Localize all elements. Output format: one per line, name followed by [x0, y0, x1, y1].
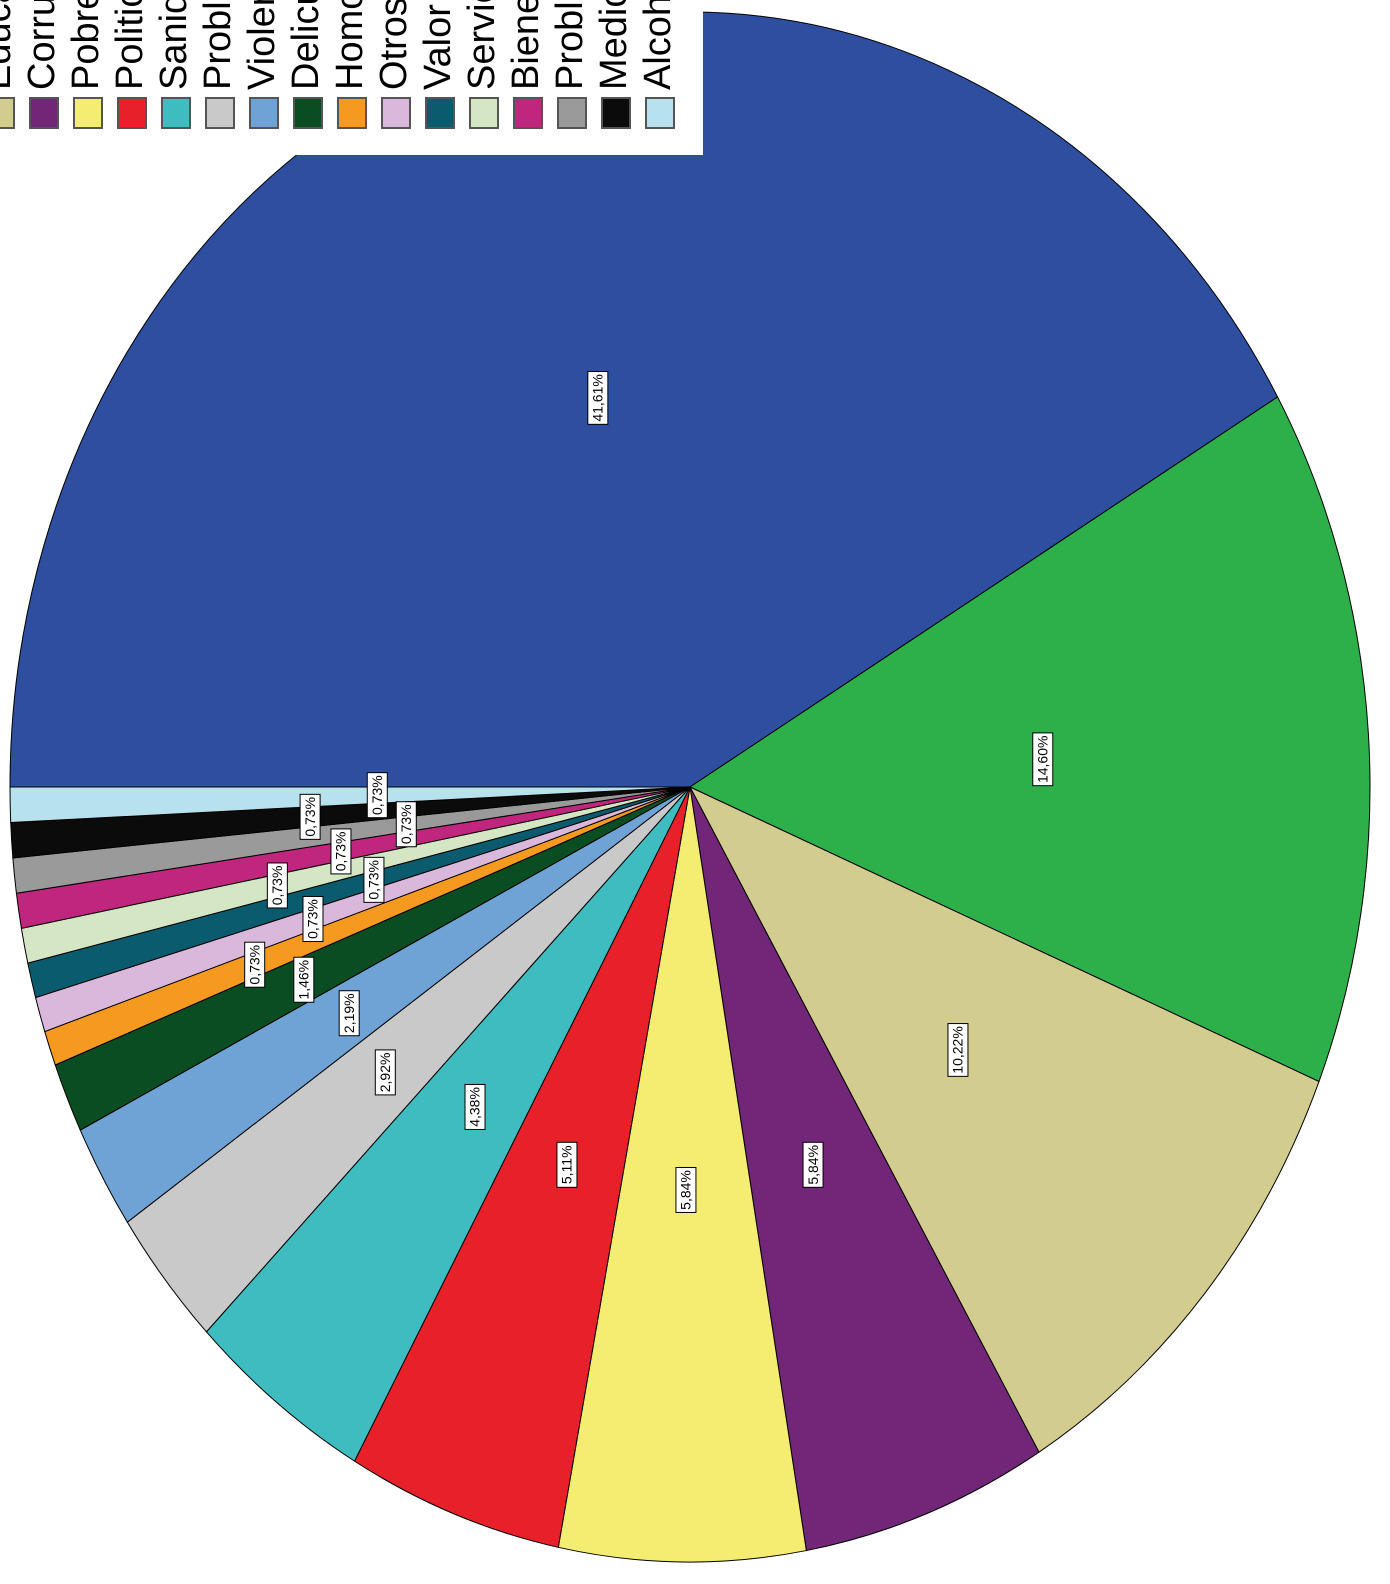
data-label: 5,84%	[675, 1166, 697, 1213]
legend-label: Alcoh	[637, 0, 679, 90]
data-label: 0,73%	[330, 828, 352, 875]
legend-swatch	[513, 97, 543, 129]
data-label-text: 0,73%	[398, 804, 414, 844]
legend-label: Delicu	[285, 0, 327, 90]
data-label: 41,61%	[587, 371, 609, 425]
legend-label: Biene	[505, 0, 547, 90]
legend-swatch	[337, 97, 367, 129]
data-label-text: 5,84%	[805, 1145, 821, 1185]
data-label-text: 5,11%	[559, 1145, 575, 1184]
data-label: 2,19%	[338, 990, 360, 1037]
legend-label: Politic	[109, 0, 151, 90]
data-label-text: 2,92%	[377, 1053, 393, 1093]
legend-swatch	[29, 97, 59, 129]
data-label-text: 0,73%	[269, 866, 285, 906]
pie-slice	[205, 786, 691, 1462]
data-label: 0,73%	[299, 793, 321, 840]
legend-label: Proble	[197, 0, 239, 90]
legend-label: Valor	[417, 4, 459, 90]
legend-label: Medio	[593, 0, 635, 90]
data-label: 0,73%	[266, 862, 288, 909]
legend-label: Proble	[549, 0, 591, 90]
data-label-box	[299, 793, 321, 840]
data-label: 10,22%	[947, 1023, 969, 1077]
legend-label: Sanid	[153, 0, 195, 90]
legend-swatch	[469, 97, 499, 129]
legend-swatch	[557, 97, 587, 129]
data-label: 4,38%	[464, 1083, 486, 1130]
data-label: 14,60%	[1032, 732, 1054, 787]
data-label: 0,73%	[366, 772, 388, 819]
legend-label: Violer	[241, 0, 283, 90]
legend-label: Pobre	[65, 0, 107, 90]
legend-swatch	[73, 97, 103, 129]
pie-slice	[688, 396, 1371, 1083]
data-label-text: 0,73%	[305, 899, 321, 939]
legend-swatch	[249, 97, 279, 129]
legend-swatch	[645, 97, 675, 129]
data-label: 0,73%	[302, 896, 324, 943]
data-label-text: 1,46%	[296, 960, 312, 1000]
data-label-box	[363, 856, 385, 903]
data-label-text: 41,61%	[590, 374, 606, 421]
pie-slice	[353, 786, 691, 1548]
pie-slice	[689, 786, 1040, 1552]
data-label-box	[338, 990, 360, 1037]
data-label-text: 5,84%	[678, 1170, 694, 1210]
data-label-box	[587, 371, 609, 425]
data-label-box	[244, 941, 266, 988]
data-label-text: 0,73%	[369, 775, 385, 815]
data-label-box	[395, 801, 417, 848]
data-label: 5,84%	[802, 1141, 824, 1188]
data-label-text: 14,60%	[1034, 736, 1050, 783]
pie-slice	[688, 785, 1320, 1453]
legend-swatch	[293, 97, 323, 129]
data-label-text: 2,19%	[341, 993, 357, 1033]
legend-swatch	[117, 97, 147, 129]
legend-label: Otros	[373, 0, 415, 90]
data-label-box	[374, 1049, 396, 1096]
pie-slice	[9, 786, 691, 824]
legend-label: Educa	[0, 0, 19, 90]
legend-swatch	[0, 97, 15, 129]
data-label-box	[947, 1023, 969, 1077]
data-label-box	[266, 862, 288, 909]
data-label-text: 0,73%	[246, 945, 262, 985]
data-label-box	[802, 1141, 824, 1188]
data-label: 0,73%	[395, 801, 417, 848]
data-label-box	[675, 1166, 697, 1213]
data-label-box	[330, 828, 352, 875]
data-label-box	[293, 956, 315, 1003]
data-label-text: 4,38%	[467, 1087, 483, 1127]
data-label-text: 0,73%	[366, 860, 382, 900]
legend-swatch	[161, 97, 191, 129]
data-label-text: 0,73%	[302, 797, 318, 837]
data-label-text: 0,73%	[333, 832, 349, 872]
data-label-box	[464, 1083, 486, 1130]
legend-swatch	[381, 97, 411, 129]
legend-label: Homo	[329, 0, 371, 90]
data-label-box	[556, 1141, 578, 1188]
data-label-text: 10,22%	[950, 1026, 966, 1073]
data-label: 1,46%	[293, 956, 315, 1003]
data-label: 2,92%	[374, 1049, 396, 1096]
legend-label: Servic	[461, 0, 503, 90]
data-label-box	[302, 896, 324, 943]
legend-swatch	[205, 97, 235, 129]
legend-box	[0, 0, 703, 155]
legend-swatch	[425, 97, 455, 129]
data-label: 5,11%	[556, 1141, 578, 1188]
legend-label: Corru	[21, 0, 63, 90]
data-label: 0,73%	[363, 856, 385, 903]
data-label: 0,73%	[244, 941, 266, 988]
data-label-box	[1032, 732, 1054, 787]
legend-swatch	[601, 97, 631, 129]
data-label-box	[366, 772, 388, 819]
